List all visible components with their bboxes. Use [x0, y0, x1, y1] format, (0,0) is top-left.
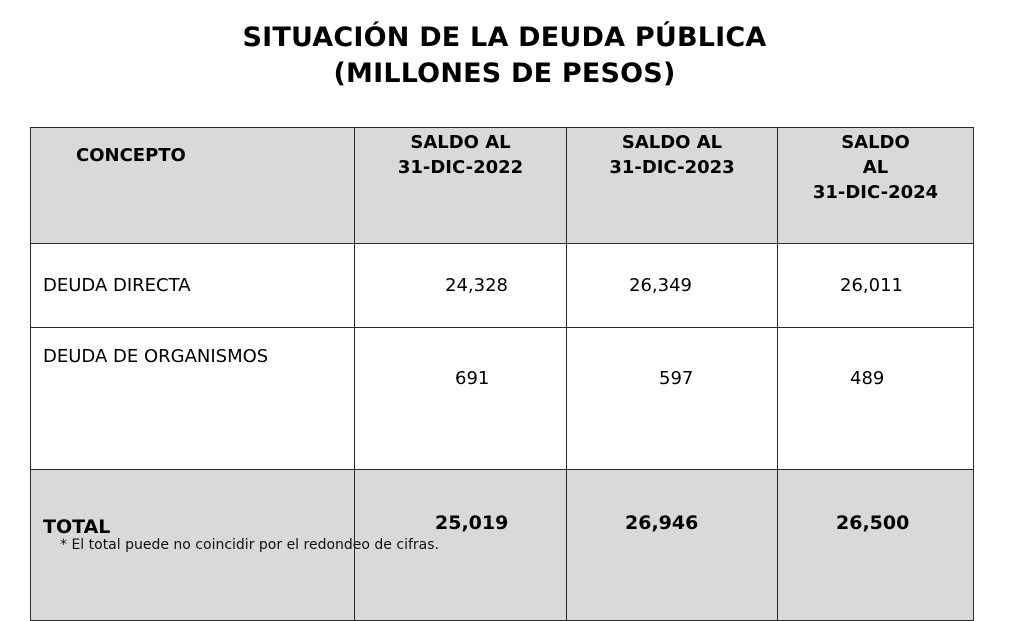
value-total-2024: 26,500: [777, 469, 974, 621]
footnote: * El total puede no coincidir por el red…: [60, 537, 439, 553]
header-saldo-2023: SALDO AL 31-DIC-2023: [566, 127, 778, 244]
header-saldo-2024-line2: AL: [862, 157, 889, 178]
row-label-deuda-organismos: DEUDA DE ORGANISMOS: [30, 327, 355, 470]
table-row-deuda-directa: DEUDA DIRECTA 24,328 26,349 26,011: [30, 243, 974, 328]
header-concepto: CONCEPTO: [30, 127, 355, 244]
page-title: SITUACIÓN DE LA DEUDA PÚBLICA: [242, 22, 767, 53]
header-saldo-2022-line1: SALDO AL: [410, 132, 511, 153]
value-deuda-directa-2023: 26,349: [566, 243, 778, 328]
value-deuda-organismos-2024: 489: [777, 327, 974, 470]
table-header-row: CONCEPTO SALDO AL 31-DIC-2022 SALDO AL 3…: [30, 127, 974, 244]
header-saldo-2024: SALDO AL 31-DIC-2024: [777, 127, 974, 244]
header-saldo-2023-line2: 31-DIC-2023: [609, 157, 735, 178]
header-saldo-2023-line1: SALDO AL: [621, 132, 723, 153]
value-deuda-organismos-2022: 691: [354, 327, 567, 470]
value-total-2023: 26,946: [566, 469, 778, 621]
page-subtitle: (MILLONES DE PESOS): [333, 58, 676, 89]
value-deuda-organismos-2023: 597: [566, 327, 778, 470]
value-deuda-directa-2024: 26,011: [777, 243, 974, 328]
row-label-deuda-directa: DEUDA DIRECTA: [30, 243, 355, 328]
value-deuda-directa-2022: 24,328: [354, 243, 567, 328]
table-row-deuda-organismos: DEUDA DE ORGANISMOS 691 597 489: [30, 327, 974, 470]
header-saldo-2024-line3: 31-DIC-2024: [812, 182, 939, 203]
header-saldo-2024-line1: SALDO: [841, 132, 910, 153]
header-saldo-2022: SALDO AL 31-DIC-2022: [354, 127, 567, 244]
header-saldo-2022-line2: 31-DIC-2022: [397, 157, 524, 178]
